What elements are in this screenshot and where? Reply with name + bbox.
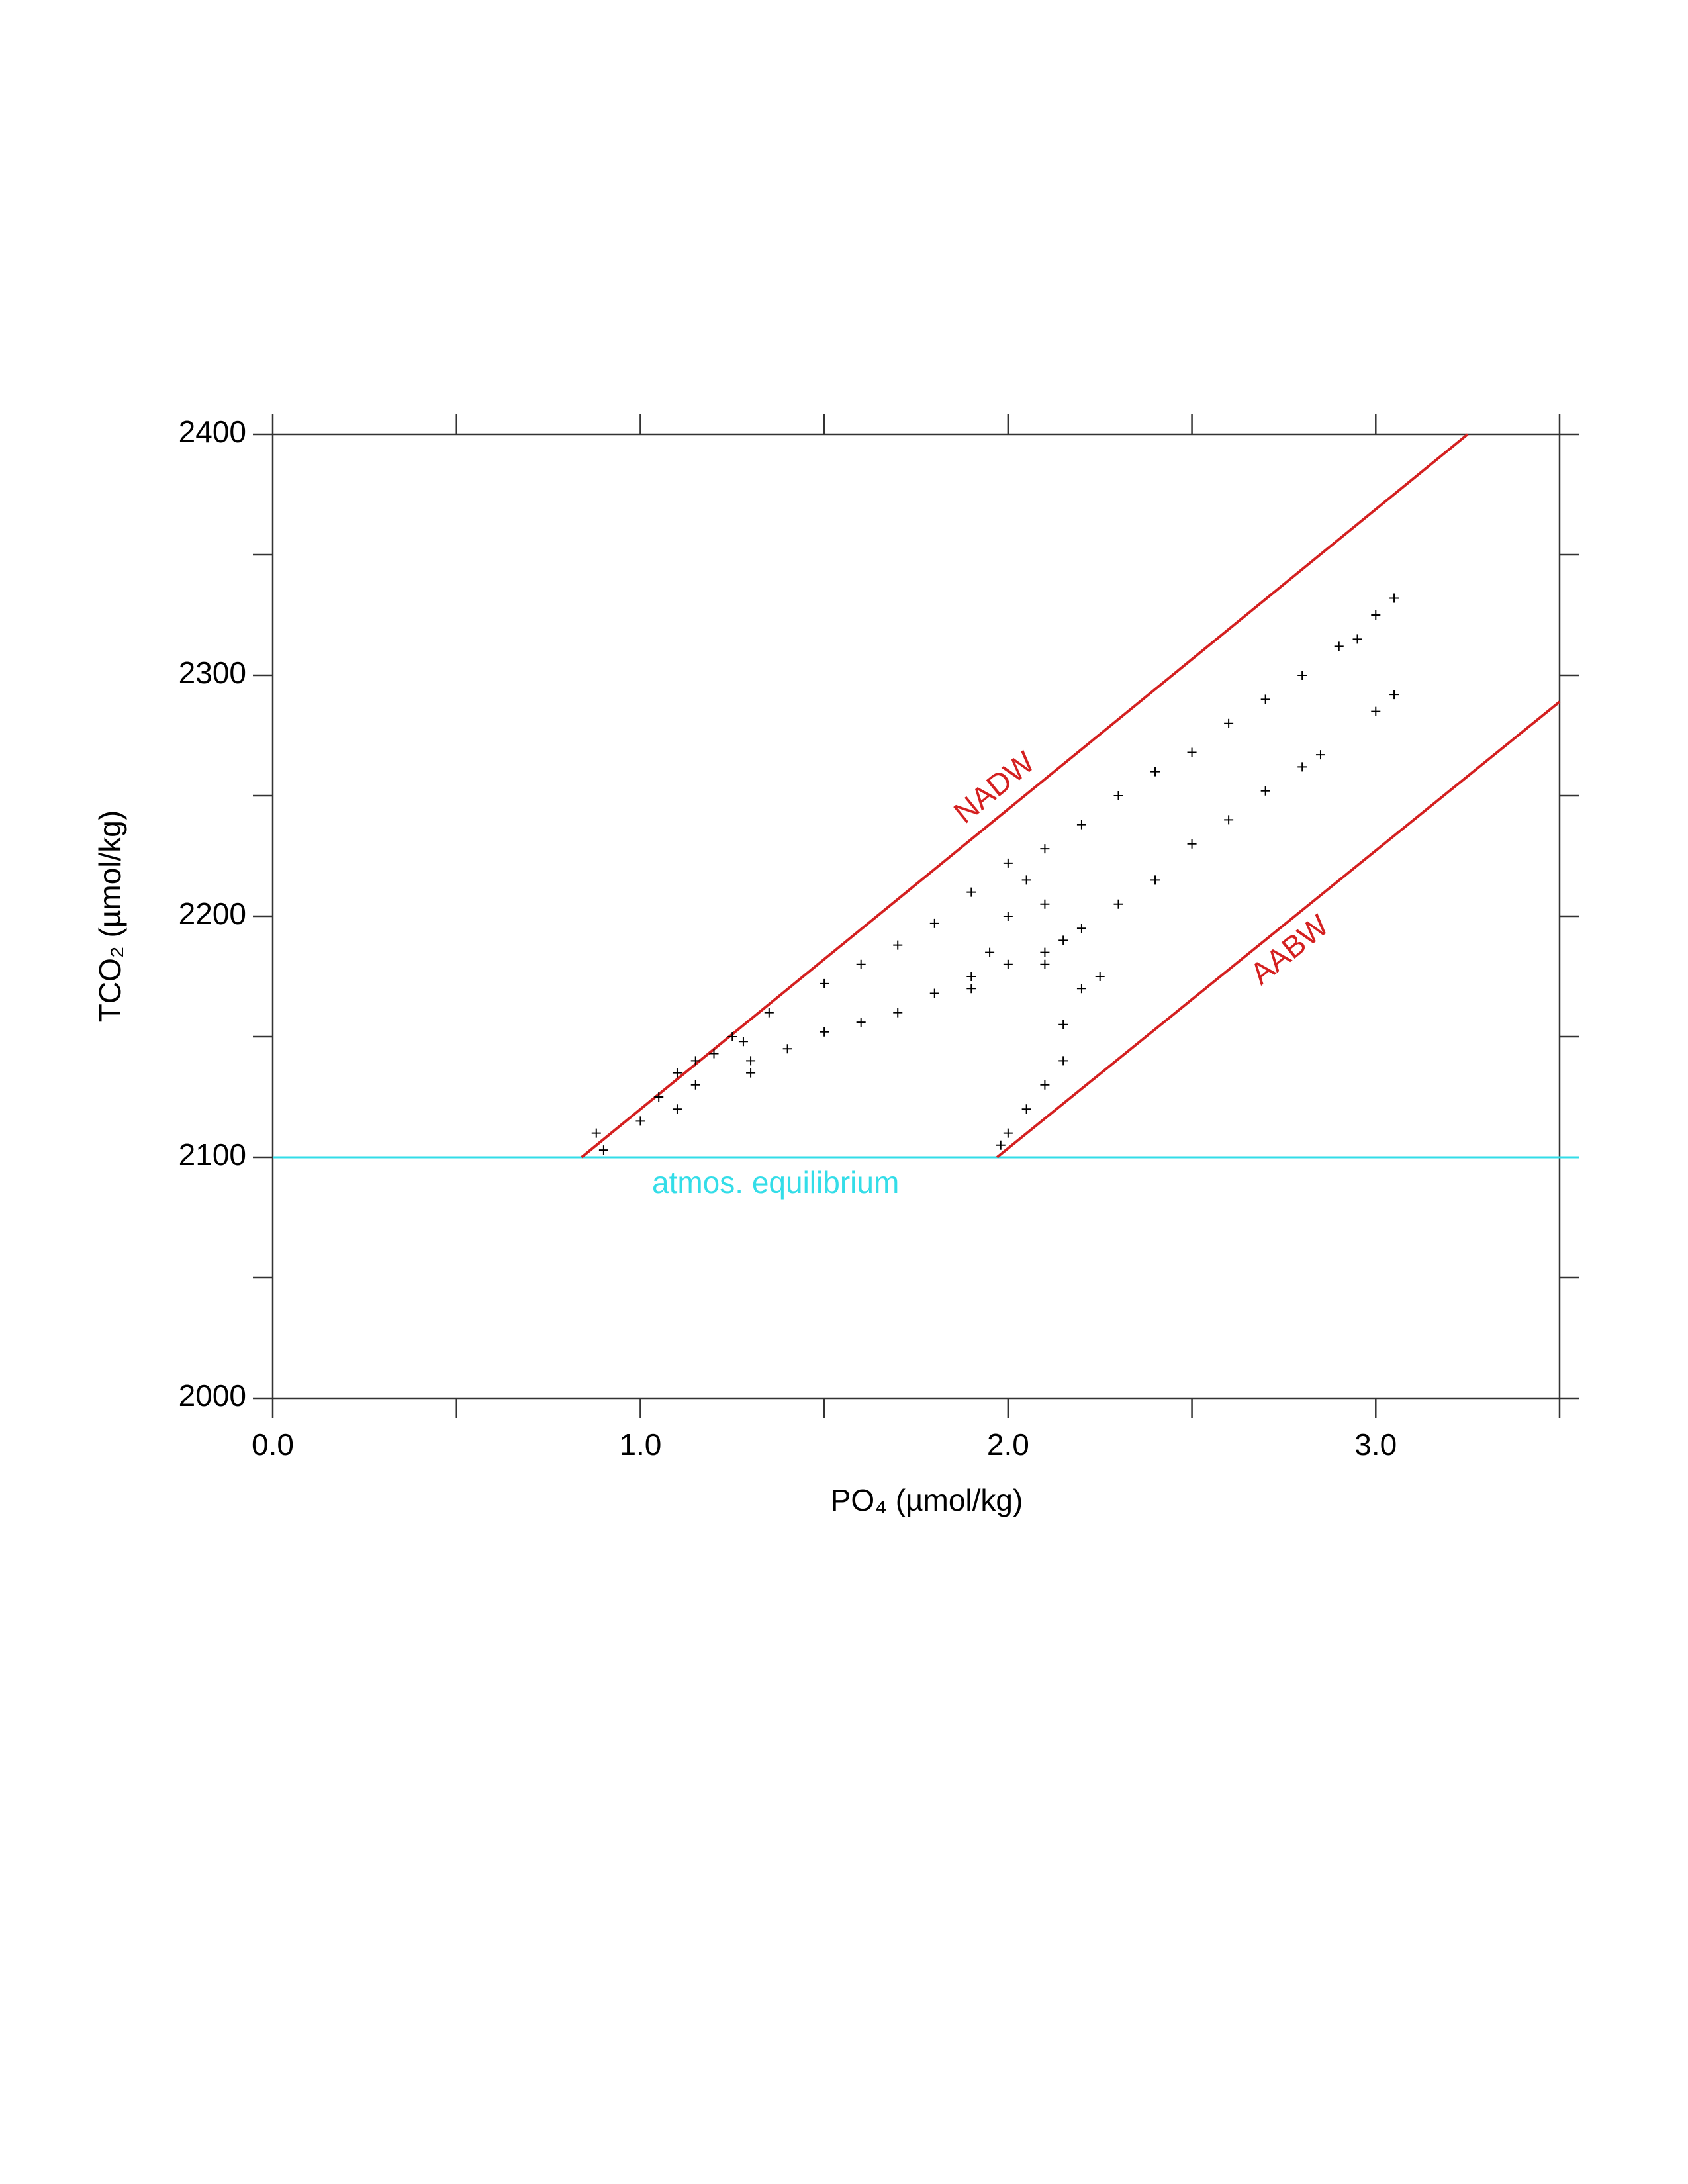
data-point <box>1058 935 1068 945</box>
data-point <box>1187 747 1197 757</box>
data-point <box>1040 947 1050 957</box>
x-axis-label: PO₄ (µmol/kg) <box>831 1483 1023 1517</box>
data-point <box>591 1128 601 1138</box>
data-point <box>1113 791 1123 800</box>
data-point <box>672 1068 682 1078</box>
data-point <box>1040 959 1050 969</box>
reference-line <box>996 700 1561 1159</box>
data-point <box>727 1032 737 1041</box>
data-point <box>1334 641 1344 651</box>
data-point <box>1095 972 1105 981</box>
y-tick-label: 2400 <box>179 414 246 449</box>
data-point <box>820 978 829 988</box>
x-tick-label: 0.0 <box>252 1427 294 1462</box>
data-point <box>1389 690 1399 700</box>
data-point <box>996 1140 1006 1150</box>
x-tick-label: 3.0 <box>1354 1427 1397 1462</box>
data-point <box>1260 694 1270 704</box>
data-point <box>1371 610 1381 620</box>
data-point <box>1058 1020 1068 1029</box>
data-point <box>1389 593 1399 603</box>
y-tick-label: 2000 <box>179 1378 246 1413</box>
data-point <box>672 1104 682 1114</box>
data-point <box>746 1056 756 1066</box>
data-point <box>1113 899 1123 909</box>
data-point <box>746 1068 756 1078</box>
data-point <box>1297 671 1307 680</box>
data-point <box>690 1080 700 1090</box>
plot-frame <box>271 433 1561 1400</box>
data-point <box>966 984 976 994</box>
data-point <box>1371 706 1381 716</box>
data-point <box>929 918 939 928</box>
data-point <box>654 1092 664 1102</box>
data-point <box>1297 762 1307 772</box>
y-tick-label: 2200 <box>179 896 246 931</box>
data-point <box>738 1037 748 1047</box>
data-point <box>1003 959 1013 969</box>
data-point <box>893 940 903 950</box>
data-point <box>1315 750 1325 760</box>
data-point <box>856 959 866 969</box>
x-tick-label: 1.0 <box>619 1427 661 1462</box>
data-point <box>1260 786 1270 796</box>
data-point <box>1187 839 1197 849</box>
data-point <box>893 1008 903 1018</box>
data-point <box>1150 875 1160 885</box>
y-axis-label: TCO₂ (µmol/kg) <box>93 810 127 1022</box>
data-point <box>966 972 976 981</box>
reference-line-label: NADW <box>947 744 1041 830</box>
data-point <box>1076 984 1086 994</box>
data-point <box>856 1018 866 1027</box>
data-point <box>1003 1128 1013 1138</box>
data-point <box>929 988 939 998</box>
y-tick-label: 2300 <box>179 655 246 690</box>
data-point <box>1040 899 1050 909</box>
data-point <box>690 1056 700 1066</box>
data-point <box>1040 1080 1050 1090</box>
data-point <box>1076 820 1086 830</box>
equilibrium-label: atmos. equilibrium <box>652 1165 899 1200</box>
y-tick-label: 2100 <box>179 1137 246 1172</box>
data-point <box>1058 1056 1068 1066</box>
data-point <box>635 1116 645 1126</box>
data-point <box>1021 1104 1031 1114</box>
data-point <box>1076 924 1086 933</box>
data-point <box>598 1145 608 1155</box>
data-point <box>985 947 995 957</box>
data-point <box>709 1049 719 1059</box>
data-point <box>1150 767 1160 777</box>
data-point <box>1021 875 1031 885</box>
data-point <box>1352 634 1362 644</box>
data-point <box>1224 815 1234 825</box>
data-point <box>764 1008 774 1018</box>
data-point <box>1003 858 1013 868</box>
reference-line <box>581 433 1469 1159</box>
data-point <box>1224 718 1234 728</box>
data-point <box>820 1027 829 1037</box>
data-point <box>1040 844 1050 854</box>
x-tick-label: 2.0 <box>987 1427 1029 1462</box>
data-point <box>782 1044 792 1054</box>
data-point <box>966 887 976 897</box>
data-point <box>1003 912 1013 921</box>
